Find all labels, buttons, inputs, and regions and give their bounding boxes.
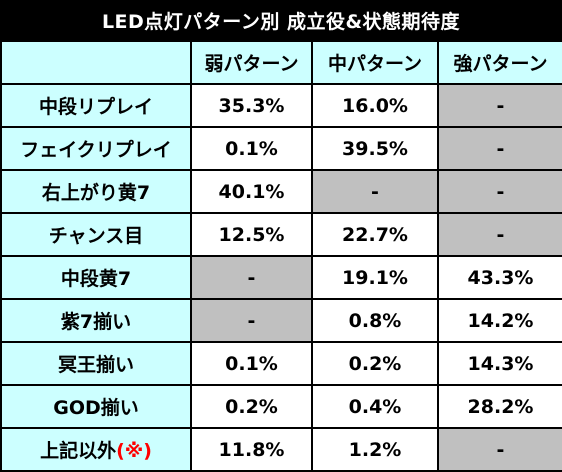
row-label: 中段黄7 — [0, 255, 192, 300]
table-cell: 39.5% — [311, 126, 439, 171]
table-row: 中段黄7 -19.1% 43.3% — [0, 255, 562, 300]
row-label-text: チャンス目 — [48, 225, 144, 247]
table-row: チャンス目 12.5% 22.7% - — [0, 212, 562, 257]
table-row: 右上がり黄7 40.1% - - — [0, 169, 562, 214]
table-cell: 0.2% — [190, 384, 313, 429]
table-cell: 40.1% — [190, 169, 313, 214]
row-label-text: 冥王揃い — [57, 354, 134, 376]
row-label: 右上がり黄7 — [0, 169, 192, 214]
page-title: LED点灯パターン別 成立役&状態期待度 — [0, 0, 562, 40]
table-cell: 0.1% — [190, 126, 313, 171]
table-row: 上記以外(※) 11.8% 1.2% - — [0, 427, 562, 472]
table-cell: - — [437, 126, 562, 171]
row-label-text: 紫7揃い — [60, 311, 132, 333]
row-label: 冥王揃い — [0, 341, 192, 386]
table-cell: 0.4% — [311, 384, 439, 429]
table-cell: - — [437, 427, 562, 472]
table-cell: 14.3% — [437, 341, 562, 386]
row-label-text: フェイクリプレイ — [20, 139, 172, 161]
table-cell: 11.8% — [190, 427, 313, 472]
table-cell: 28.2% — [437, 384, 562, 429]
probability-table: 弱パターン 中パターン 強パターン 中段リプレイ 35.3% 16.0% - フェイクリプレイ… — [0, 40, 562, 472]
row-label: 紫7揃い — [0, 298, 192, 343]
row-label: GOD揃い — [0, 384, 192, 429]
table-cell: 14.2% — [437, 298, 562, 343]
note-mark: (※) — [116, 440, 152, 462]
column-header: 弱パターン — [190, 40, 313, 85]
table-cell: 1.2% — [311, 427, 439, 472]
column-header: 強パターン — [437, 40, 562, 85]
table-cell: - — [190, 255, 313, 300]
table-cell: - — [437, 169, 562, 214]
row-label-text: 中段黄7 — [60, 268, 132, 290]
table-cell: - — [190, 298, 313, 343]
row-label-text: 中段リプレイ — [38, 96, 153, 118]
header-row: 弱パターン 中パターン 強パターン — [0, 40, 562, 85]
table-cell: 22.7% — [311, 212, 439, 257]
table-row: 中段リプレイ 35.3% 16.0% - — [0, 83, 562, 128]
corner-cell — [0, 40, 192, 85]
row-label: フェイクリプレイ — [0, 126, 192, 171]
row-label-text: 上記以外 — [40, 440, 117, 462]
row-label-text: 右上がり黄7 — [41, 182, 151, 204]
row-label-text: GOD揃い — [53, 397, 139, 419]
table-cell: - — [437, 212, 562, 257]
table-cell: - — [311, 169, 439, 214]
row-label: 中段リプレイ — [0, 83, 192, 128]
table-cell: 0.1% — [190, 341, 313, 386]
table-row: 紫7揃い -0.8% 14.2% — [0, 298, 562, 343]
table-cell: 43.3% — [437, 255, 562, 300]
column-header: 中パターン — [311, 40, 439, 85]
row-label: チャンス目 — [0, 212, 192, 257]
table-cell: 16.0% — [311, 83, 439, 128]
table-cell: - — [437, 83, 562, 128]
table-cell: 12.5% — [190, 212, 313, 257]
table-cell: 19.1% — [311, 255, 439, 300]
table-row: 冥王揃い 0.1% 0.2% 14.3% — [0, 341, 562, 386]
table-cell: 0.8% — [311, 298, 439, 343]
table-row: GOD揃い 0.2% 0.4% 28.2% — [0, 384, 562, 429]
table-cell: 35.3% — [190, 83, 313, 128]
table-cell: 0.2% — [311, 341, 439, 386]
row-label: 上記以外(※) — [0, 427, 192, 472]
table-row: フェイクリプレイ 0.1% 39.5% - — [0, 126, 562, 171]
